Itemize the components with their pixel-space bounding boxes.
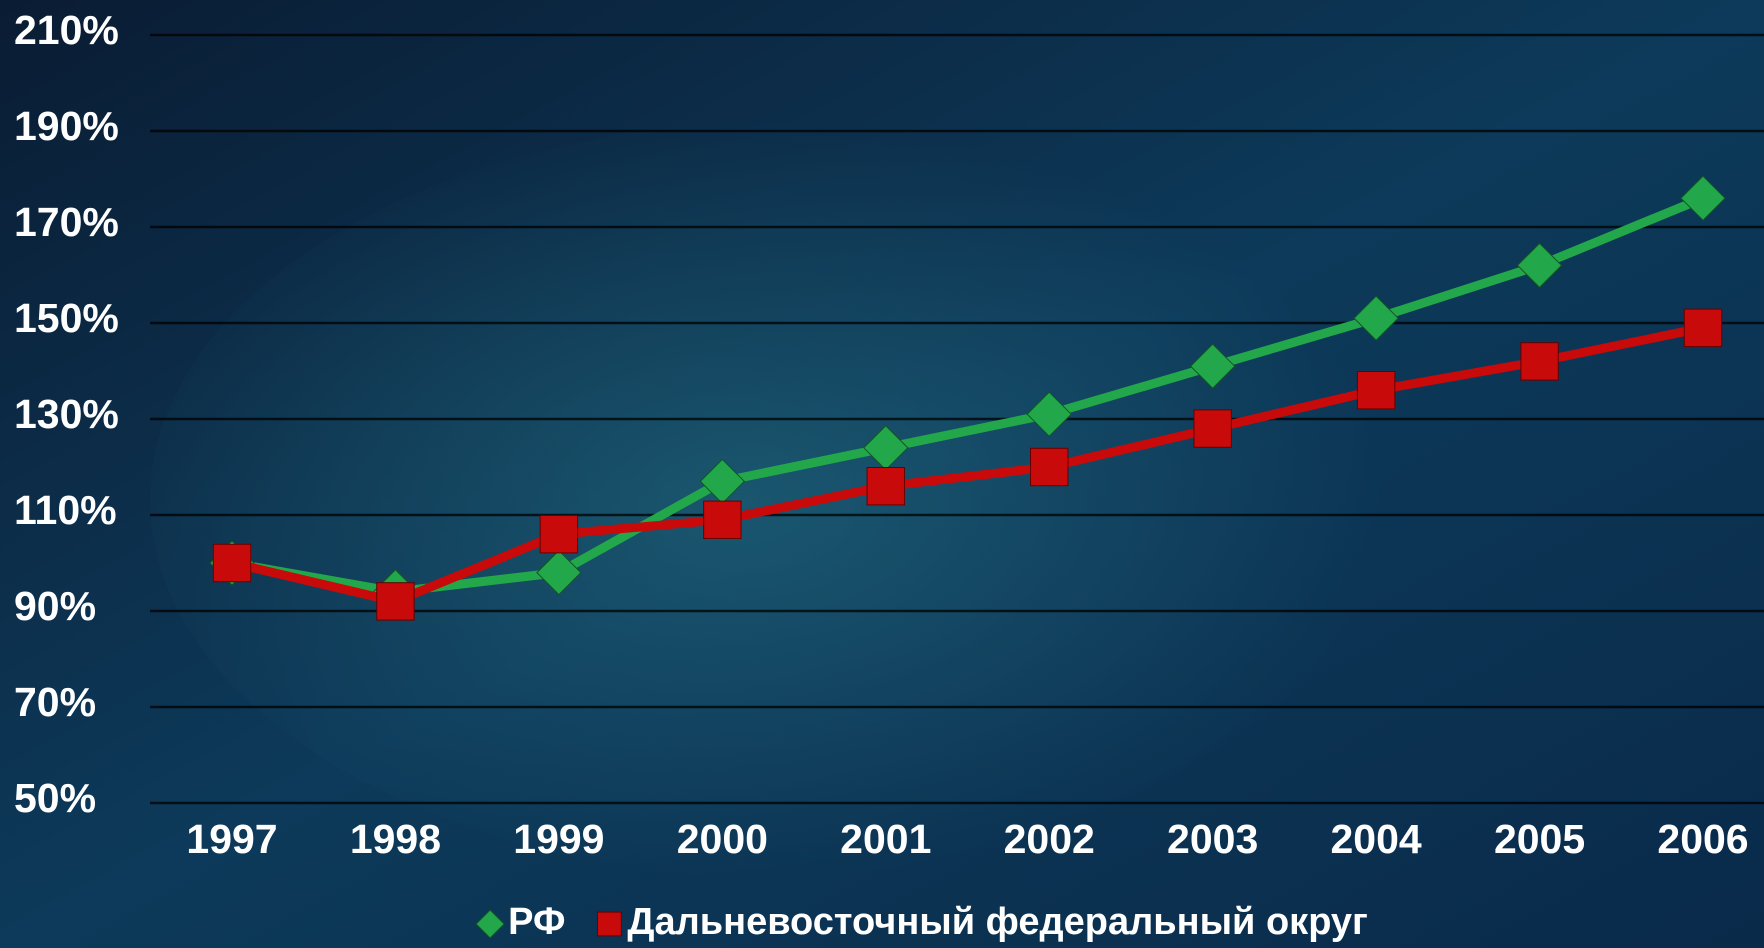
data-point bbox=[1026, 391, 1072, 437]
data-point bbox=[212, 543, 252, 583]
y-tick-label: 150% bbox=[14, 295, 119, 341]
data-point bbox=[1520, 342, 1559, 381]
y-tick-label: 90% bbox=[14, 583, 96, 629]
data-point bbox=[1683, 308, 1723, 348]
x-tick-label: 1998 bbox=[350, 816, 441, 862]
x-tick-label: 1997 bbox=[186, 816, 277, 862]
data-point bbox=[376, 582, 415, 621]
x-tick-label: 2001 bbox=[840, 816, 931, 862]
y-tick-label: 50% bbox=[14, 775, 96, 821]
data-point bbox=[1030, 447, 1069, 487]
x-tick-label: 1999 bbox=[513, 816, 604, 862]
legend-label: РФ bbox=[508, 901, 565, 943]
series-line bbox=[231, 194, 1705, 597]
data-point bbox=[1516, 242, 1563, 289]
y-tick-label: 110% bbox=[14, 487, 117, 533]
data-point bbox=[866, 467, 905, 506]
data-point bbox=[536, 549, 582, 596]
data-point bbox=[1193, 409, 1232, 448]
x-tick-label: 2005 bbox=[1494, 816, 1585, 862]
legend-item: РФ bbox=[475, 901, 565, 943]
data-point bbox=[539, 515, 579, 554]
y-tick-label: 210% bbox=[14, 7, 119, 53]
data-point bbox=[1356, 371, 1396, 410]
x-tick-label: 2003 bbox=[1167, 816, 1258, 862]
y-tick-label: 70% bbox=[14, 679, 96, 725]
legend-label: Дальневосточный федеральный округ bbox=[627, 901, 1367, 943]
y-tick-label: 130% bbox=[14, 391, 119, 437]
x-tick-label: 2006 bbox=[1657, 816, 1748, 862]
x-tick-label: 2002 bbox=[1004, 816, 1095, 862]
data-point bbox=[1680, 175, 1726, 221]
data-point bbox=[1353, 295, 1399, 341]
data-point bbox=[703, 500, 742, 540]
x-tick-label: 2000 bbox=[677, 816, 768, 862]
legend: РФ Дальневосточный федеральный округ bbox=[475, 901, 1368, 943]
y-tick-label: 170% bbox=[14, 199, 119, 245]
x-tick-label: 2004 bbox=[1331, 816, 1422, 862]
legend-marker bbox=[475, 909, 505, 939]
data-point bbox=[1189, 343, 1236, 389]
y-tick-label: 190% bbox=[14, 103, 119, 149]
series-line bbox=[230, 323, 1704, 606]
legend-item: Дальневосточный федеральный округ bbox=[597, 901, 1368, 943]
legend-marker bbox=[597, 911, 622, 937]
